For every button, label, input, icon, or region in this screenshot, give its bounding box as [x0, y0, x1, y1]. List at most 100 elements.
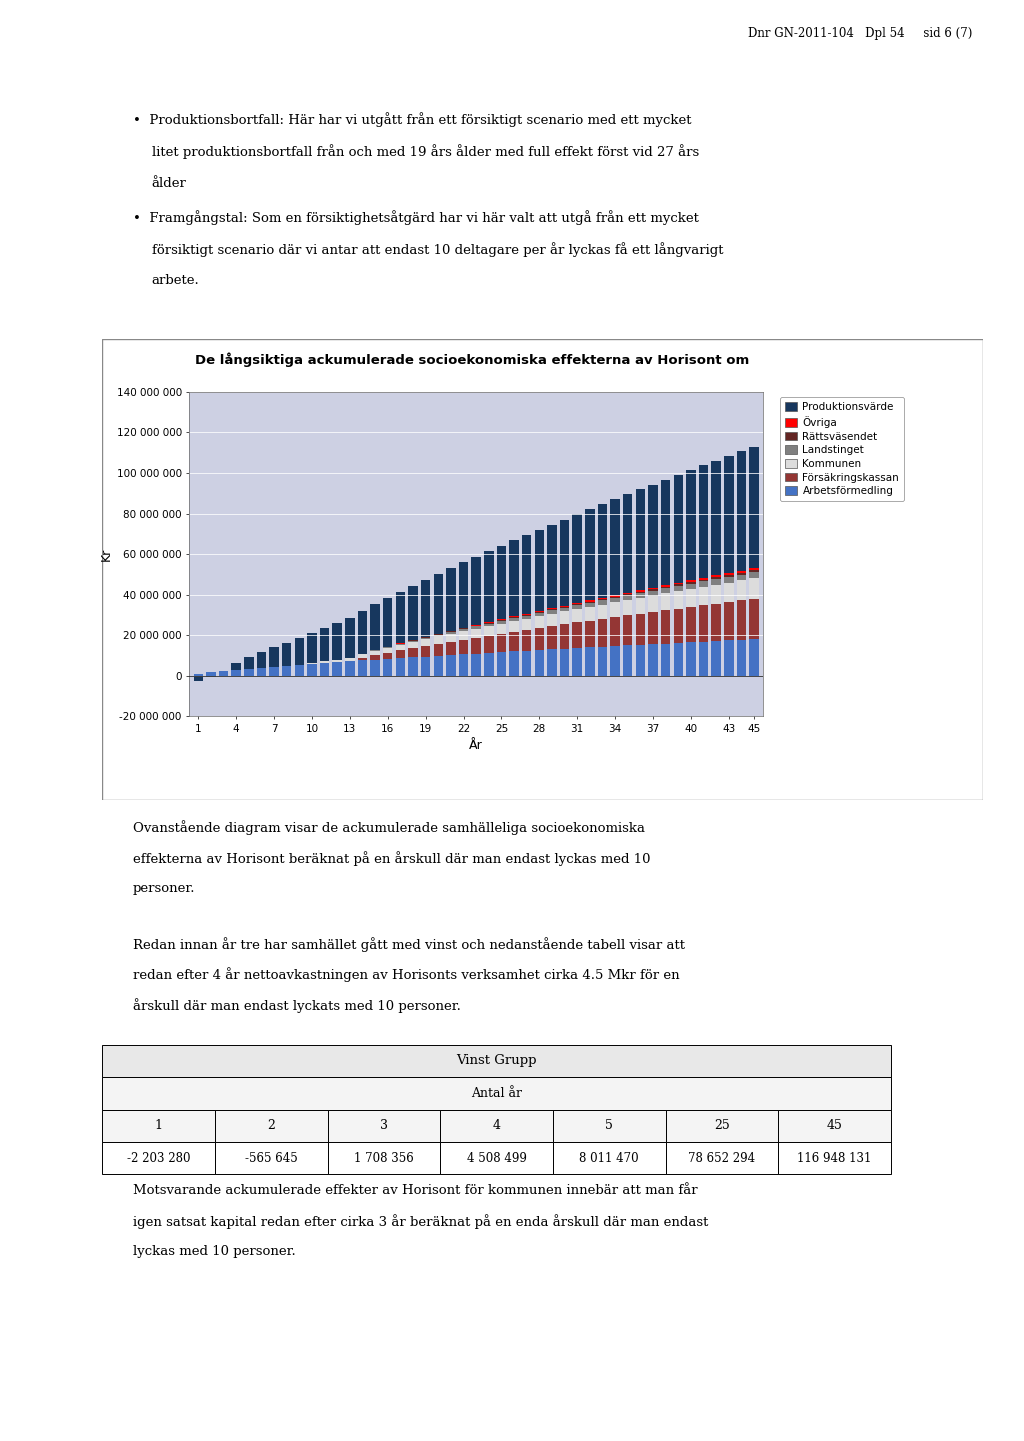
Bar	[333, 623, 342, 660]
Legend: Produktionsvärde, Övriga, Rättsväsendet, Landstinget, Kommunen, Försäkringskassa: Produktionsvärde, Övriga, Rättsväsendet,…	[779, 398, 904, 501]
Text: arbete.: arbete.	[152, 274, 200, 288]
Bar	[648, 612, 657, 644]
Bar	[686, 470, 695, 581]
Bar	[712, 604, 721, 641]
Bar	[572, 514, 582, 602]
Bar	[497, 634, 506, 653]
Bar	[686, 582, 695, 584]
Bar	[560, 624, 569, 648]
Bar	[736, 571, 746, 572]
Bar	[497, 653, 506, 676]
Bar	[585, 602, 595, 607]
Bar	[623, 494, 633, 592]
Text: 116 948 131: 116 948 131	[798, 1151, 871, 1164]
Bar	[674, 585, 683, 586]
Bar	[778, 1110, 891, 1141]
Bar	[623, 595, 633, 599]
Text: 4: 4	[493, 1120, 501, 1133]
Bar	[636, 592, 645, 594]
Bar	[660, 594, 671, 610]
Bar	[585, 607, 595, 621]
Bar	[244, 669, 254, 676]
Bar	[509, 618, 519, 621]
Bar	[257, 653, 266, 667]
Text: -565 645: -565 645	[245, 1151, 298, 1164]
Bar	[736, 581, 746, 601]
Bar	[560, 648, 569, 676]
Bar	[345, 659, 354, 661]
Bar	[497, 624, 506, 634]
Bar	[750, 578, 759, 598]
Text: 25: 25	[714, 1120, 730, 1133]
Bar	[610, 602, 620, 617]
Bar	[535, 650, 544, 676]
Bar	[698, 605, 709, 641]
Bar	[471, 637, 481, 654]
Text: Motsvarande ackumulerade effekter av Horisont för kommunen innebär att man får: Motsvarande ackumulerade effekter av Hor…	[133, 1185, 697, 1197]
Bar	[371, 656, 380, 660]
Bar	[244, 657, 254, 669]
Bar	[778, 1141, 891, 1174]
Bar	[724, 602, 733, 640]
Bar	[686, 607, 695, 643]
Text: 8 011 470: 8 011 470	[580, 1151, 639, 1164]
Bar	[610, 500, 620, 595]
Bar	[686, 589, 695, 607]
Bar	[231, 670, 241, 676]
Bar	[484, 635, 494, 653]
Text: försiktigt scenario där vi antar att endast 10 deltagare per år lyckas få ett lå: försiktigt scenario där vi antar att end…	[152, 242, 723, 256]
Bar	[459, 631, 468, 640]
Bar	[484, 653, 494, 676]
Bar	[471, 627, 481, 628]
Bar	[598, 504, 607, 598]
Text: lyckas med 10 personer.: lyckas med 10 personer.	[133, 1245, 296, 1258]
Bar	[674, 586, 683, 591]
Bar	[345, 618, 354, 659]
Bar	[219, 672, 228, 676]
Bar	[535, 612, 544, 617]
Bar	[319, 663, 330, 676]
Bar	[712, 461, 721, 575]
Y-axis label: Kr: Kr	[99, 548, 113, 561]
Bar	[421, 657, 430, 676]
Bar	[648, 484, 657, 588]
Bar	[598, 620, 607, 647]
Bar	[660, 585, 671, 586]
Bar	[724, 640, 733, 676]
Bar	[459, 640, 468, 654]
Text: litet produktionsbortfall från och med 19 års ålder med full effekt först vid 27: litet produktionsbortfall från och med 1…	[152, 144, 698, 159]
Bar	[712, 578, 721, 579]
Text: De långsiktiga ackumulerade socioekonomiska effekterna av Horisont om: De långsiktiga ackumulerade socioekonomi…	[196, 352, 750, 367]
Bar	[440, 1110, 553, 1141]
Bar	[509, 540, 519, 617]
Bar	[660, 586, 671, 588]
Bar	[547, 627, 557, 650]
Bar	[585, 621, 595, 647]
Bar	[572, 648, 582, 676]
Bar	[446, 634, 456, 641]
Bar	[724, 455, 733, 574]
Bar	[736, 575, 746, 581]
Bar	[610, 617, 620, 646]
Bar	[231, 663, 241, 670]
Bar	[295, 638, 304, 664]
Bar	[636, 598, 645, 614]
Bar	[215, 1141, 328, 1174]
Bar	[395, 592, 406, 643]
Bar	[328, 1141, 440, 1174]
Bar	[610, 598, 620, 602]
Bar	[459, 654, 468, 676]
Bar	[383, 653, 392, 659]
Bar	[421, 579, 430, 637]
Bar	[750, 571, 759, 572]
Bar	[535, 628, 544, 650]
X-axis label: År: År	[469, 739, 483, 752]
Bar	[666, 1141, 778, 1174]
Bar	[724, 574, 733, 575]
Bar	[484, 552, 494, 623]
Bar	[421, 640, 430, 646]
Bar	[636, 594, 645, 598]
Bar	[750, 598, 759, 640]
Bar	[497, 621, 506, 624]
Bar	[409, 648, 418, 657]
